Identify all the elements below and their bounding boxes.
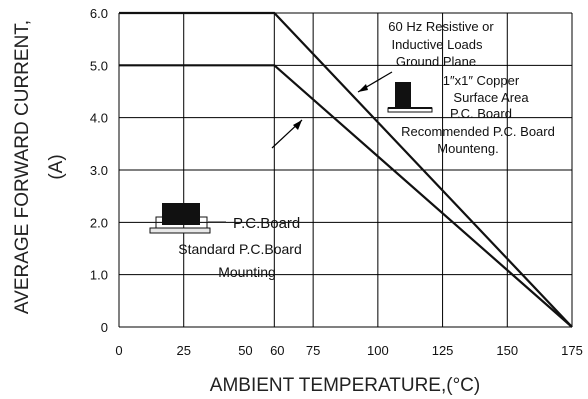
annotation-recommended-line-1: Recommended P.C. Board [401, 124, 555, 139]
y-tick-label: 6.0 [90, 6, 108, 21]
x-tick-label: 150 [496, 343, 518, 358]
y-axis-label-line2: (A) [46, 154, 67, 179]
y-tick-label: 0 [101, 320, 108, 335]
annotation-copper-line-1: 1″x1″ Copper [443, 73, 520, 88]
x-tick-label: 60 [270, 343, 284, 358]
x-tick-label: 175 [561, 343, 583, 358]
annotation-copper-line-3: P.C. Board [450, 106, 512, 121]
pcb-standard-board-icon [149, 227, 211, 234]
y-tick-label: 3.0 [90, 163, 108, 178]
y-axis-label-line1: AVERAGE FORWARD CURRENT, [12, 20, 33, 314]
y-tick-label: 1.0 [90, 268, 108, 283]
y-tick-label: 5.0 [90, 58, 108, 73]
x-tick-label: 25 [176, 343, 190, 358]
annotation-recommended-line-2: Mounteng. [437, 141, 498, 156]
annotation-right-line-3: Ground Plane [396, 54, 476, 69]
annotation-standard-line-2: Mounting [218, 264, 276, 280]
x-tick-label: 125 [432, 343, 454, 358]
x-tick-label: 75 [306, 343, 320, 358]
annotation-pcboard-label: P.C.Board [233, 215, 300, 232]
annotation-right-line-1: 60 Hz Resistive or [388, 19, 494, 34]
pcb-recommended-device-icon [395, 82, 411, 109]
series-layer [119, 11, 573, 328]
series-line-2 [119, 64, 573, 328]
annotation-left: P.C.Board Standard P.C.Board Mounting [149, 203, 302, 280]
x-tick-label: 100 [367, 343, 389, 358]
annotation-right-line-2: Inductive Loads [391, 37, 483, 52]
series-line-1 [119, 11, 573, 328]
tick-labels: 0 1.0 2.0 3.0 4.0 5.0 6.0 0 25 50 60 75 100 125 150 175 [90, 6, 583, 358]
annotation-copper-line-2: Surface Area [453, 90, 529, 105]
x-tick-label: 50 [238, 343, 252, 358]
pcb-standard-bracket-icon [155, 216, 208, 228]
arrow-upper-head-icon [358, 84, 368, 92]
x-axis-label: AMBIENT TEMPERATURE,(°C) [210, 375, 480, 396]
arrow-lower-head-icon [293, 120, 302, 130]
annotation-right: 60 Hz Resistive or Inductive Loads Groun… [271, 19, 555, 156]
grid-layer [118, 12, 573, 328]
annotation-standard-line-1: Standard P.C.Board [178, 241, 302, 257]
y-tick-label: 2.0 [90, 215, 108, 230]
x-tick-label: 0 [115, 343, 122, 358]
pcb-standard-device-icon [162, 203, 200, 225]
y-tick-label: 4.0 [90, 111, 108, 126]
